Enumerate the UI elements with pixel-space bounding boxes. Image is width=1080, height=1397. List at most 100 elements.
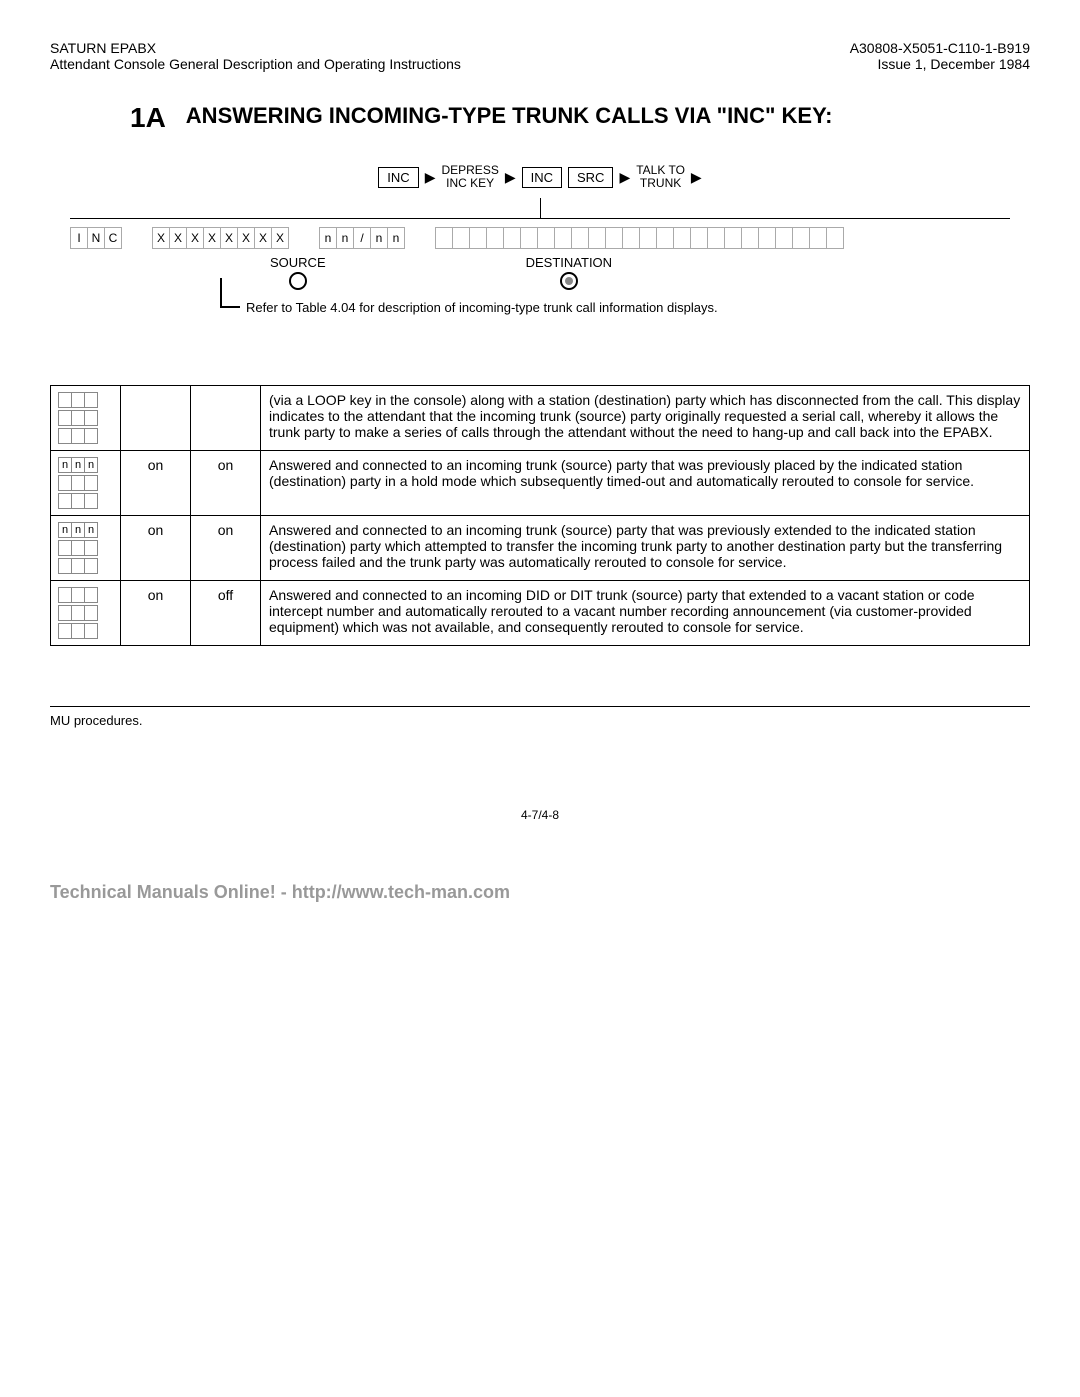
display-cell [724, 227, 742, 249]
display-group-x: XXXXXXXX [152, 227, 289, 249]
status-col-2: off [191, 581, 261, 646]
flow-diagram: INC ▶ DEPRESS INC KEY ▶ INC SRC ▶ TALK T… [50, 164, 1030, 190]
display-cell: X [237, 227, 255, 249]
description-cell: Answered and connected to an incoming DI… [261, 581, 1030, 646]
page-header: SATURN EPABX Attendant Console General D… [50, 40, 1030, 72]
display-cell: C [104, 227, 122, 249]
display-cell [588, 227, 606, 249]
display-cell: X [271, 227, 289, 249]
display-group-n: nn/nn [319, 227, 405, 249]
section-number: 1A [130, 102, 166, 134]
flow-step-talk: TALK TO TRUNK [636, 164, 685, 190]
display-cell: X [152, 227, 170, 249]
display-note: Refer to Table 4.04 for description of i… [246, 300, 718, 315]
display-cell: n [370, 227, 388, 249]
section-title: 1A ANSWERING INCOMING-TYPE TRUNK CALLS V… [130, 102, 1030, 134]
display-cell [656, 227, 674, 249]
display-cell [571, 227, 589, 249]
display-cell [520, 227, 538, 249]
flow-box-inc1: INC [378, 167, 418, 188]
display-cell [673, 227, 691, 249]
table-row: onoffAnswered and connected to an incomi… [51, 581, 1030, 646]
footer-note: MU procedures. [50, 706, 1030, 728]
mini-display-cell: nnn [51, 516, 121, 581]
status-col-2 [191, 386, 261, 451]
display-cell [503, 227, 521, 249]
display-cell [758, 227, 776, 249]
mini-display-cell: nnn [51, 451, 121, 516]
display-cell [690, 227, 708, 249]
header-subtitle: Attendant Console General Description an… [50, 56, 461, 72]
flow-step-depress: DEPRESS INC KEY [441, 164, 498, 190]
display-note-row: Refer to Table 4.04 for description of i… [220, 300, 1010, 315]
source-column: SOURCE [270, 255, 326, 290]
display-cell [622, 227, 640, 249]
display-cell: X [169, 227, 187, 249]
display-cell: n [319, 227, 337, 249]
display-cell: X [254, 227, 272, 249]
mini-display-cell [51, 386, 121, 451]
description-cell: Answered and connected to an incoming tr… [261, 451, 1030, 516]
header-left: SATURN EPABX Attendant Console General D… [50, 40, 461, 72]
display-cell: / [353, 227, 371, 249]
source-dest-labels: SOURCE DESTINATION [270, 255, 1010, 290]
description-table: (via a LOOP key in the console) along wi… [50, 385, 1030, 646]
display-cell [707, 227, 725, 249]
callout-line-icon [220, 278, 240, 308]
watermark: Technical Manuals Online! - http://www.t… [50, 882, 1030, 903]
mini-display-cell [51, 581, 121, 646]
header-docnum: A30808-X5051-C110-1-B919 [850, 40, 1030, 56]
header-right: A30808-X5051-C110-1-B919 Issue 1, Decemb… [850, 40, 1030, 72]
table-row: nnnononAnswered and connected to an inco… [51, 516, 1030, 581]
display-cell [435, 227, 453, 249]
table-row: (via a LOOP key in the console) along wi… [51, 386, 1030, 451]
arrow-icon: ▶ [425, 169, 436, 186]
flow-box-src: SRC [568, 167, 613, 188]
display-cell: X [186, 227, 204, 249]
flow-box-inc2: INC [522, 167, 562, 188]
display-cell [741, 227, 759, 249]
destination-label: DESTINATION [526, 255, 612, 270]
display-cell: N [87, 227, 105, 249]
display-cells: INC XXXXXXXX nn/nn [70, 218, 1010, 249]
table-row: nnnononAnswered and connected to an inco… [51, 451, 1030, 516]
display-cell: I [70, 227, 88, 249]
header-issue: Issue 1, December 1984 [850, 56, 1030, 72]
arrow-icon: ▶ [505, 169, 516, 186]
console-display: INC XXXXXXXX nn/nn SOURCE DESTINATION Re… [50, 218, 1030, 315]
display-cell: X [220, 227, 238, 249]
destination-column: DESTINATION [526, 255, 612, 290]
description-cell: Answered and connected to an incoming tr… [261, 516, 1030, 581]
display-group-blank [435, 227, 844, 249]
page-number: 4-7/4-8 [50, 808, 1030, 822]
display-cell: n [336, 227, 354, 249]
status-col-1: on [121, 451, 191, 516]
status-col-1 [121, 386, 191, 451]
display-cell [486, 227, 504, 249]
arrow-icon: ▶ [691, 169, 702, 186]
arrow-icon: ▶ [619, 169, 630, 186]
display-cell [826, 227, 844, 249]
display-cell [554, 227, 572, 249]
display-cell [537, 227, 555, 249]
status-col-2: on [191, 451, 261, 516]
section-heading: ANSWERING INCOMING-TYPE TRUNK CALLS VIA … [186, 102, 833, 131]
display-group-inc: INC [70, 227, 122, 249]
display-cell: X [203, 227, 221, 249]
header-product: SATURN EPABX [50, 40, 461, 56]
status-col-2: on [191, 516, 261, 581]
display-cell [605, 227, 623, 249]
display-cell [452, 227, 470, 249]
connector-line [540, 198, 541, 218]
display-cell [792, 227, 810, 249]
source-label: SOURCE [270, 255, 326, 270]
destination-lamp-icon [560, 272, 578, 290]
display-cell [639, 227, 657, 249]
source-lamp-icon [289, 272, 307, 290]
display-cell [775, 227, 793, 249]
display-cell [809, 227, 827, 249]
display-cell [469, 227, 487, 249]
status-col-1: on [121, 581, 191, 646]
status-col-1: on [121, 516, 191, 581]
description-cell: (via a LOOP key in the console) along wi… [261, 386, 1030, 451]
